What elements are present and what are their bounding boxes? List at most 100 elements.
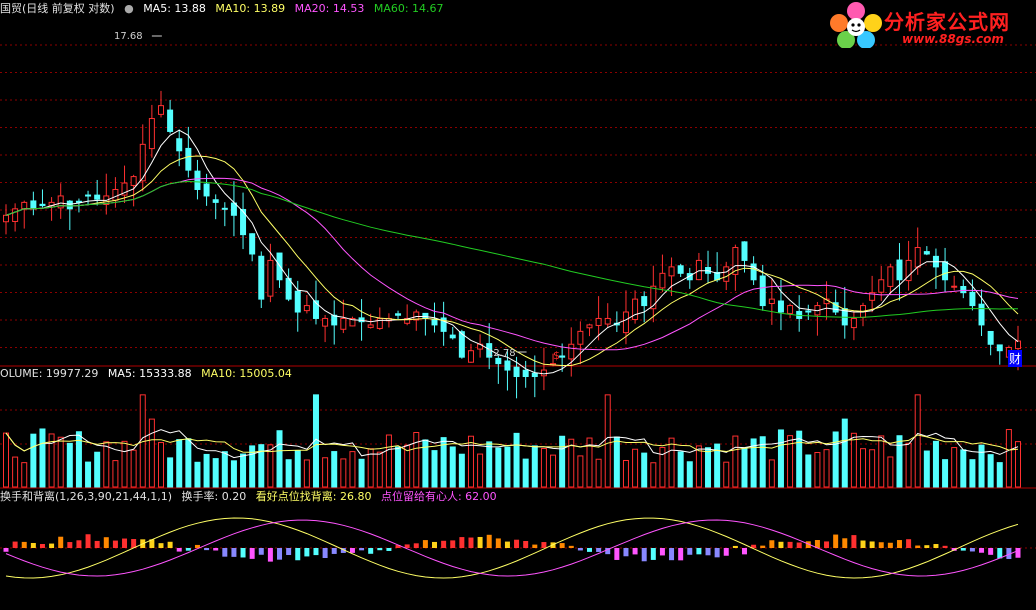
candle-body bbox=[741, 241, 748, 261]
indicator-bar bbox=[814, 540, 820, 548]
volume-bar bbox=[294, 450, 301, 488]
candle-body bbox=[3, 214, 9, 223]
candle-body bbox=[39, 203, 46, 207]
candle-body bbox=[185, 147, 192, 171]
volume-bar bbox=[550, 454, 557, 488]
indicator-bar bbox=[477, 536, 483, 548]
site-logo: 分析家公式网 www.88gs.com bbox=[828, 2, 1028, 48]
settings-icon[interactable]: ● bbox=[124, 2, 134, 15]
indicator-bar bbox=[678, 548, 684, 561]
volume-bar bbox=[705, 447, 712, 488]
candle-body bbox=[632, 298, 639, 321]
volume-bar bbox=[112, 460, 119, 488]
candle-body bbox=[30, 200, 37, 210]
candle-body bbox=[148, 118, 155, 150]
candle-body bbox=[577, 330, 584, 345]
candle-body bbox=[850, 317, 857, 329]
candle-body bbox=[996, 344, 1003, 352]
indicator-bar bbox=[769, 540, 775, 548]
indicator-bar bbox=[58, 536, 64, 548]
volume-bar bbox=[486, 441, 493, 488]
volume-bar bbox=[240, 453, 247, 488]
candle-body bbox=[531, 372, 538, 378]
candle-body bbox=[750, 263, 757, 281]
indicator-bar bbox=[386, 548, 392, 551]
volume-bar bbox=[942, 459, 949, 488]
volume-bar bbox=[978, 444, 985, 488]
indicator-bar bbox=[486, 534, 492, 548]
indicator-bar bbox=[422, 540, 428, 548]
candle-body bbox=[203, 183, 210, 197]
ma60-readout: MA60: 14.67 bbox=[373, 2, 444, 15]
candle-body bbox=[340, 317, 347, 330]
indicator-line1 bbox=[5, 517, 1019, 579]
indicator-bar bbox=[359, 548, 365, 551]
volume-bar bbox=[896, 435, 903, 488]
volume-bar bbox=[686, 461, 693, 488]
volume-bar bbox=[103, 441, 110, 488]
indicator-bar bbox=[240, 548, 246, 558]
price-panel-header: 国贸(日线 前复权 对数) ● MA5: 13.88 MA10: 13.89 M… bbox=[0, 2, 450, 16]
volume-bar bbox=[3, 432, 9, 488]
candle-body bbox=[240, 208, 247, 236]
volume-bar bbox=[568, 438, 575, 488]
volume-bar bbox=[559, 435, 566, 488]
turnover-readout: 换手率: 0.20 bbox=[181, 490, 247, 503]
volume-bar bbox=[495, 447, 502, 488]
volume-bar bbox=[914, 394, 921, 488]
volume-bar bbox=[340, 458, 347, 488]
indicator-bar bbox=[94, 540, 100, 548]
volume-bar bbox=[869, 449, 876, 488]
volume-bar bbox=[695, 445, 702, 488]
high-price-label: 17.68 bbox=[114, 31, 143, 42]
candle-body bbox=[878, 279, 885, 293]
volume-bar bbox=[632, 448, 639, 488]
candle-body bbox=[331, 314, 338, 326]
volume-bar bbox=[613, 436, 620, 488]
volume-bar bbox=[404, 444, 411, 488]
indicator-bar bbox=[942, 545, 948, 548]
candle-body bbox=[303, 305, 310, 312]
volume-bar bbox=[723, 461, 730, 488]
candle-body bbox=[431, 318, 438, 326]
dollar-marker: $ bbox=[553, 349, 560, 362]
indicator-bar bbox=[741, 548, 747, 555]
volume-bar bbox=[322, 457, 329, 488]
candle-body bbox=[212, 199, 219, 203]
volume-bar bbox=[996, 462, 1003, 488]
ma10-readout: MA10: 13.89 bbox=[215, 2, 286, 15]
candle-body bbox=[504, 360, 511, 371]
indicator-bar bbox=[331, 548, 337, 554]
candle-body bbox=[869, 292, 876, 301]
vol-ma5-readout: MA5: 15333.88 bbox=[107, 367, 192, 380]
volume-bar bbox=[148, 418, 155, 488]
indicator-bar bbox=[103, 537, 109, 548]
candle-body bbox=[139, 143, 146, 182]
candle-body bbox=[449, 334, 456, 339]
volume-bar bbox=[777, 429, 784, 488]
volume-bar bbox=[185, 438, 192, 488]
flower-logo-icon bbox=[830, 2, 882, 48]
volume-bar bbox=[987, 454, 994, 488]
volume-bar bbox=[732, 435, 739, 488]
indicator-bar bbox=[541, 542, 547, 548]
volume-bar bbox=[832, 431, 839, 488]
candle-body bbox=[404, 317, 411, 324]
logo-url: www.88gs.com bbox=[902, 32, 1004, 46]
volume-bar bbox=[531, 445, 538, 488]
volume-bar bbox=[905, 442, 912, 488]
volume-bar bbox=[157, 442, 164, 488]
candle-body bbox=[440, 317, 447, 332]
candle-body bbox=[312, 300, 319, 319]
volume-bar bbox=[376, 451, 383, 488]
candle-body bbox=[57, 195, 64, 209]
volume-bar bbox=[540, 448, 547, 488]
volume-bar bbox=[641, 452, 648, 488]
volume-bar bbox=[677, 451, 684, 488]
finance-marker[interactable]: 财 bbox=[1007, 350, 1022, 367]
indicator-bar bbox=[568, 545, 574, 548]
volume-bar bbox=[595, 458, 602, 488]
candle-body bbox=[686, 273, 693, 281]
indicator-line2-readout: 点位留给有心人: 62.00 bbox=[380, 490, 497, 503]
